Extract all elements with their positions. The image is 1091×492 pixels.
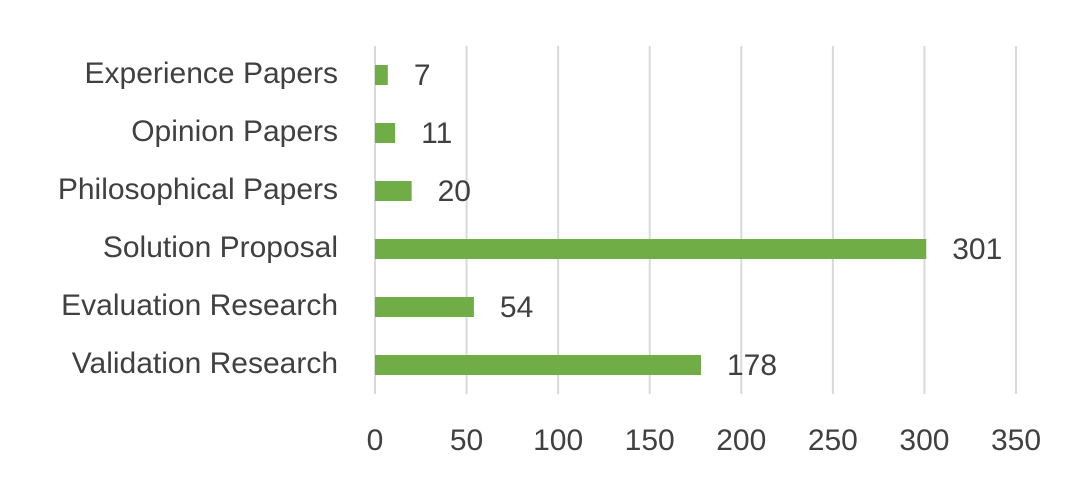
data-label: 54: [500, 291, 533, 324]
bar: [375, 355, 701, 375]
x-tick-label: 350: [991, 424, 1041, 457]
y-tick-label: Opinion Papers: [131, 115, 338, 148]
bar: [375, 123, 396, 143]
x-tick-label: 0: [367, 424, 384, 457]
y-tick-label: Experience Papers: [85, 57, 338, 90]
x-tick-label: 250: [808, 424, 858, 457]
y-tick-label: Evaluation Research: [61, 289, 338, 322]
bar: [375, 65, 388, 85]
data-label: 301: [952, 233, 1002, 266]
y-tick-label: Philosophical Papers: [58, 173, 338, 206]
data-label: 7: [414, 59, 431, 92]
bar: [375, 297, 474, 317]
y-tick-label: Solution Proposal: [103, 231, 338, 264]
y-tick-label: Validation Research: [72, 347, 338, 380]
data-label: 20: [438, 175, 471, 208]
bar: [375, 239, 927, 259]
data-label: 11: [421, 117, 452, 150]
x-tick-label: 200: [716, 424, 766, 457]
x-tick-label: 100: [533, 424, 583, 457]
x-tick-label: 50: [450, 424, 483, 457]
data-label: 178: [727, 349, 777, 382]
bar: [375, 181, 412, 201]
x-tick-label: 150: [625, 424, 675, 457]
x-tick-label: 300: [899, 424, 949, 457]
